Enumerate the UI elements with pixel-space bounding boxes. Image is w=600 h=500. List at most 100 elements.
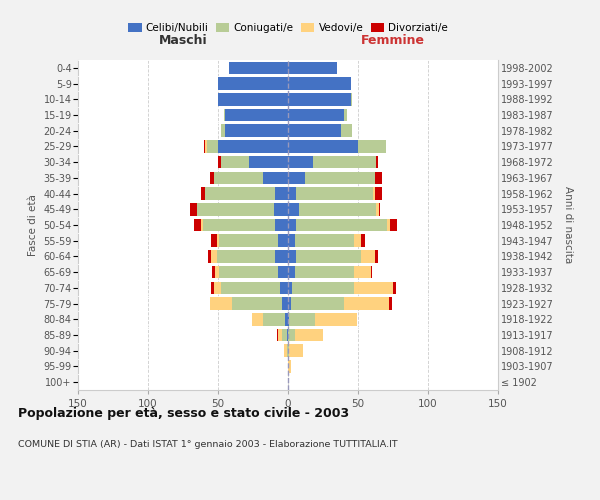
Bar xyxy=(388,218,390,232)
Bar xyxy=(277,328,278,342)
Bar xyxy=(296,218,388,232)
Bar xyxy=(344,108,347,122)
Bar xyxy=(211,250,217,262)
Bar xyxy=(211,234,217,247)
Bar xyxy=(217,250,275,262)
Bar xyxy=(263,313,285,326)
Bar xyxy=(201,188,205,200)
Bar xyxy=(361,250,375,262)
Bar xyxy=(194,218,201,232)
Bar xyxy=(190,203,197,215)
Bar xyxy=(314,313,356,326)
Bar xyxy=(249,156,288,168)
Text: Maschi: Maschi xyxy=(158,34,208,48)
Bar xyxy=(229,62,288,74)
Bar xyxy=(299,203,376,215)
Bar xyxy=(218,140,288,152)
Bar xyxy=(358,140,386,152)
Bar xyxy=(205,140,207,152)
Bar xyxy=(295,266,354,278)
Bar xyxy=(203,218,275,232)
Bar xyxy=(305,172,375,184)
Bar xyxy=(375,250,377,262)
Bar xyxy=(289,313,314,326)
Bar xyxy=(375,172,382,184)
Bar xyxy=(288,234,295,247)
Bar xyxy=(220,266,278,278)
Bar xyxy=(313,156,376,168)
Bar xyxy=(211,282,214,294)
Bar xyxy=(341,124,352,137)
Bar xyxy=(361,234,365,247)
Bar xyxy=(221,156,249,168)
Bar xyxy=(289,344,304,357)
Bar xyxy=(376,156,377,168)
Bar xyxy=(389,298,392,310)
Bar xyxy=(251,313,263,326)
Bar xyxy=(295,234,354,247)
Bar xyxy=(288,328,295,342)
Bar xyxy=(224,108,225,122)
Bar xyxy=(278,266,288,278)
Bar xyxy=(287,328,288,342)
Bar xyxy=(288,313,289,326)
Text: Femmine: Femmine xyxy=(361,34,425,48)
Y-axis label: Anni di nascita: Anni di nascita xyxy=(563,186,573,264)
Bar xyxy=(291,298,344,310)
Bar xyxy=(288,140,358,152)
Bar xyxy=(288,203,299,215)
Bar xyxy=(288,93,351,106)
Bar xyxy=(296,250,361,262)
Bar xyxy=(209,172,214,184)
Bar xyxy=(207,140,218,152)
Bar xyxy=(288,282,292,294)
Bar xyxy=(351,93,352,106)
Bar xyxy=(275,250,288,262)
Bar xyxy=(375,188,382,200)
Bar xyxy=(354,234,361,247)
Bar xyxy=(221,124,225,137)
Bar xyxy=(288,218,296,232)
Bar xyxy=(288,156,313,168)
Bar xyxy=(280,282,288,294)
Text: COMUNE DI STIA (AR) - Dati ISTAT 1° gennaio 2003 - Elaborazione TUTTITALIA.IT: COMUNE DI STIA (AR) - Dati ISTAT 1° genn… xyxy=(18,440,398,449)
Bar xyxy=(201,218,203,232)
Bar xyxy=(371,266,372,278)
Bar xyxy=(278,328,283,342)
Bar xyxy=(288,188,296,200)
Legend: Celibi/Nubili, Coniugati/e, Vedovi/e, Divorziati/e: Celibi/Nubili, Coniugati/e, Vedovi/e, Di… xyxy=(124,19,452,38)
Bar xyxy=(373,188,375,200)
Bar xyxy=(288,172,305,184)
Bar xyxy=(390,218,397,232)
Bar xyxy=(288,62,337,74)
Bar xyxy=(197,203,274,215)
Bar xyxy=(284,344,287,357)
Bar xyxy=(285,313,288,326)
Bar xyxy=(376,203,379,215)
Bar xyxy=(288,266,295,278)
Bar xyxy=(221,282,280,294)
Bar xyxy=(393,282,396,294)
Bar xyxy=(217,234,220,247)
Bar xyxy=(205,188,275,200)
Bar xyxy=(292,282,354,294)
Bar xyxy=(218,156,221,168)
Bar xyxy=(288,344,289,357)
Y-axis label: Fasce di età: Fasce di età xyxy=(28,194,38,256)
Bar xyxy=(204,140,205,152)
Bar xyxy=(379,203,380,215)
Bar xyxy=(354,282,393,294)
Bar xyxy=(295,328,323,342)
Bar xyxy=(274,203,288,215)
Bar xyxy=(296,188,373,200)
Bar xyxy=(208,250,211,262)
Bar xyxy=(275,188,288,200)
Bar xyxy=(220,234,278,247)
Bar xyxy=(263,172,288,184)
Bar xyxy=(225,124,288,137)
Bar xyxy=(232,298,283,310)
Bar xyxy=(275,218,288,232)
Bar xyxy=(344,298,389,310)
Bar xyxy=(288,360,291,372)
Bar xyxy=(354,266,371,278)
